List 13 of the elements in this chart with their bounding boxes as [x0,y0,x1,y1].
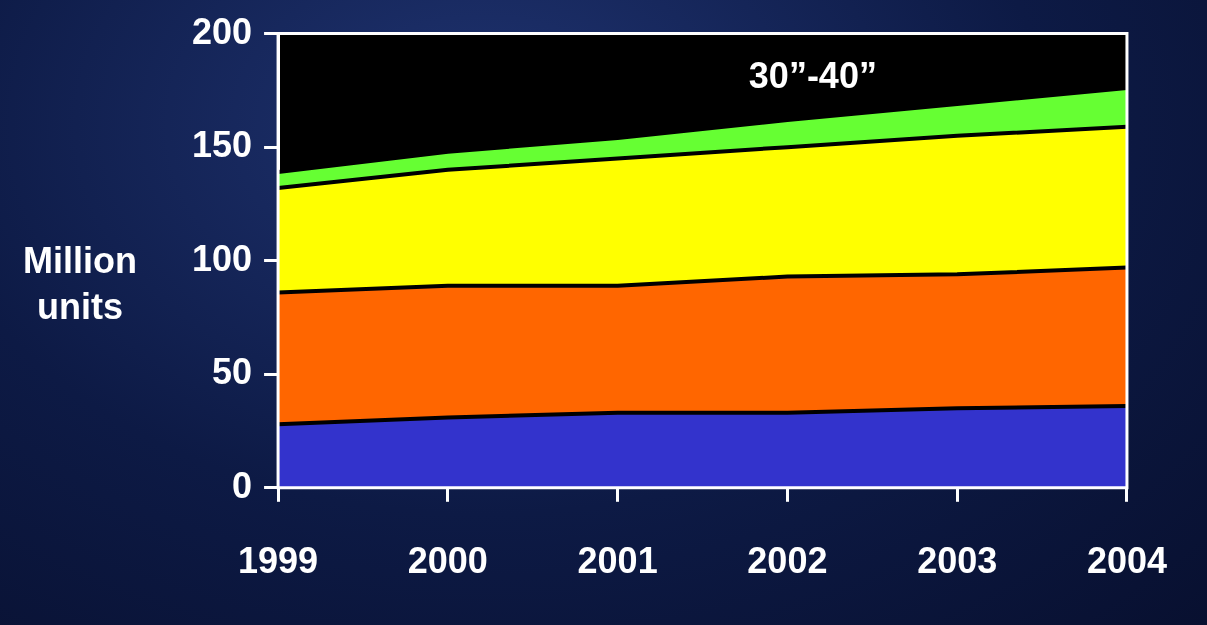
x-tick-label: 2003 [917,540,998,582]
y-tick-label: 50 [212,351,253,393]
x-tick-label: 1999 [238,540,319,582]
x-tick-label: 2002 [747,540,828,582]
y-tick-label: 0 [232,464,253,506]
x-tick-label: 2004 [1086,540,1167,582]
x-tick-label: 2000 [407,540,488,582]
y-axis-title: Million units [22,239,138,329]
y-tick-label: 150 [191,124,253,166]
y-tick-label: 100 [191,237,253,279]
x-tick-label: 2001 [577,540,658,582]
annotation: 30”-40” [748,54,877,96]
y-tick-label: 200 [191,10,253,52]
